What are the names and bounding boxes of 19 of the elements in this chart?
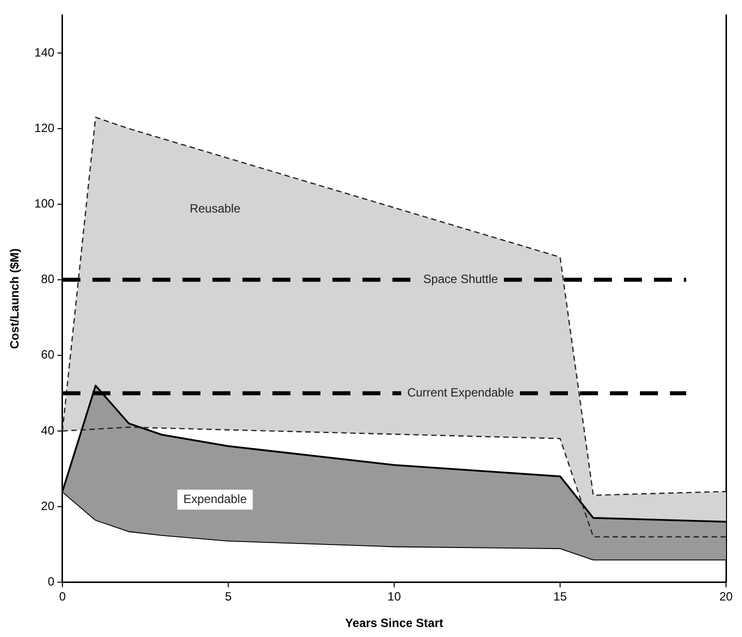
- y-tick-label: 60: [41, 348, 55, 362]
- ref-line-label: Space Shuttle: [423, 272, 498, 286]
- x-tick-label: 10: [388, 590, 402, 604]
- y-axis-title: Cost/Launch ($M): [8, 248, 22, 350]
- y-tick-label: 100: [34, 196, 55, 211]
- x-axis-title: Years Since Start: [345, 616, 444, 630]
- y-tick-label: 0: [48, 574, 55, 589]
- x-tick-label: 15: [553, 590, 568, 604]
- x-tick-label: 0: [59, 590, 66, 604]
- series-label: Expendable: [183, 492, 248, 506]
- y-tick-label: 20: [41, 498, 55, 513]
- x-tick-label: 20: [719, 590, 733, 604]
- y-tick-label: 80: [41, 272, 55, 286]
- y-tick-label: 120: [34, 120, 55, 135]
- ref-line-label: Current Expendable: [407, 386, 514, 400]
- y-tick-label: 140: [34, 45, 55, 60]
- x-tick-label: 5: [224, 590, 232, 604]
- series-label: Reusable: [190, 202, 241, 216]
- y-tick-label: 40: [41, 423, 55, 438]
